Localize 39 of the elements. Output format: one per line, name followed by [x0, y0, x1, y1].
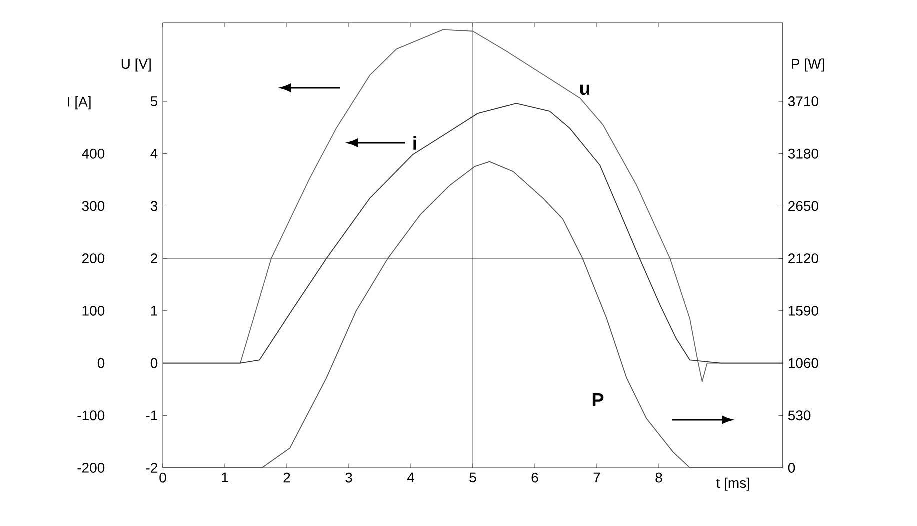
series-label: u	[580, 84, 590, 96]
y3-tick-label: -200	[78, 463, 105, 473]
y2-tick-label: 530	[788, 410, 811, 421]
y2-axis-title: P [W]	[792, 58, 824, 72]
y-tick-label: 4	[150, 149, 158, 159]
y-tick-label: 2	[151, 254, 158, 264]
y2-tick-label: 1590	[788, 306, 818, 316]
x-tick-label: 0	[160, 472, 166, 483]
y3-axis-title: I [A]	[68, 96, 91, 110]
x-tick-label: 1	[222, 472, 228, 482]
y-axis-title: U [V]	[122, 58, 151, 72]
x-tick-label: 7	[594, 472, 600, 482]
y-tick-label: 0	[150, 358, 158, 368]
x-axis-title: t [ms]	[716, 478, 750, 491]
x-tick-label: 2	[284, 472, 290, 483]
y-tick-label: 1	[151, 306, 158, 316]
y3-tick-label: 400	[82, 148, 105, 159]
y2-tick-label: 3710	[788, 96, 818, 106]
y3-tick-label: 0	[98, 358, 105, 368]
x-tick-label: 8	[656, 472, 662, 483]
y-tick-label: -2	[146, 463, 158, 473]
y3-tick-label: -100	[78, 410, 105, 421]
x-tick-label: 6	[532, 472, 538, 483]
y2-tick-label: 1060	[788, 358, 818, 368]
series-label: P	[592, 393, 604, 407]
y2-tick-label: 2650	[788, 201, 818, 212]
x-tick-label: 5	[470, 472, 476, 483]
y3-tick-label: 300	[82, 201, 105, 212]
x-tick-label: 4	[407, 472, 414, 482]
y3-tick-label: 200	[82, 254, 105, 264]
y2-tick-label: 0	[788, 463, 796, 473]
y-tick-label: 5	[150, 96, 158, 106]
y2-tick-label: 2120	[788, 254, 818, 264]
y-tick-label: 3	[150, 201, 158, 212]
y-tick-label: -1	[146, 410, 158, 420]
y3-tick-label: 100	[82, 306, 105, 316]
series-label: i	[414, 136, 416, 150]
y2-tick-label: 3180	[788, 148, 818, 159]
x-tick-label: 3	[346, 472, 352, 483]
